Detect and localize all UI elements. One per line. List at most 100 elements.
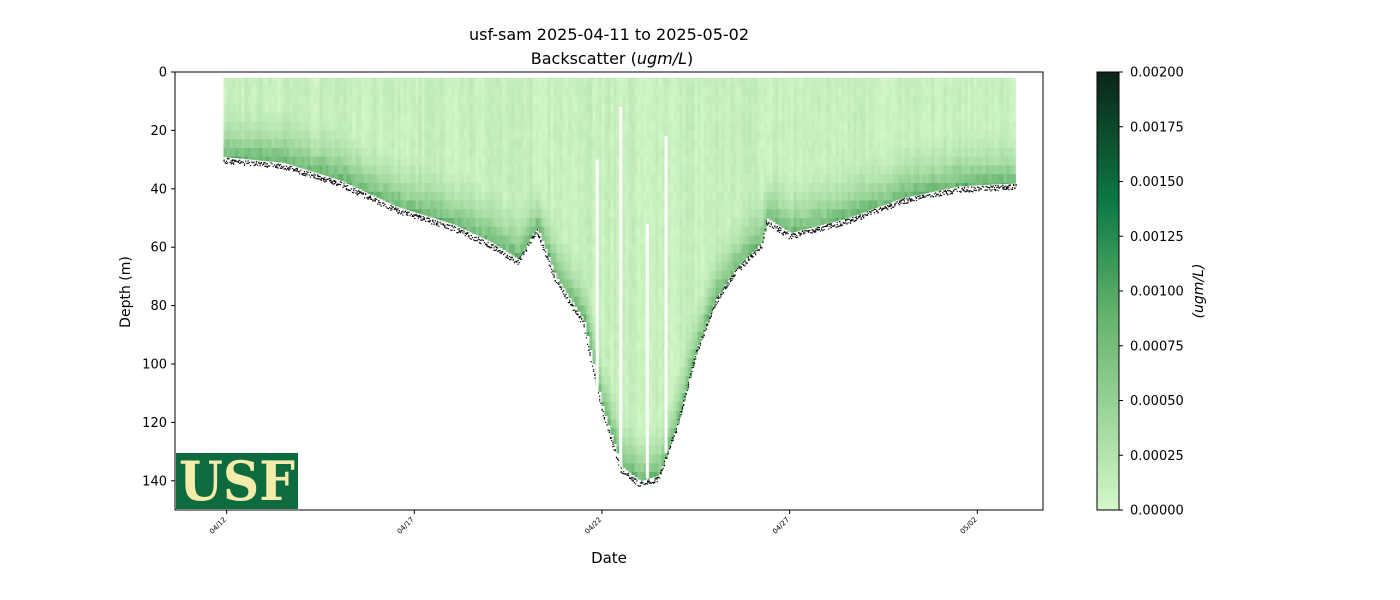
heatmap-cell (649, 375, 653, 385)
heatmap-cell (952, 156, 956, 166)
heatmap-cell (556, 261, 560, 271)
heatmap-cell (700, 130, 704, 140)
heatmap-cell (604, 305, 608, 315)
heatmap-cell (733, 77, 737, 87)
heatmap-cell (643, 200, 647, 210)
heatmap-cell (547, 218, 551, 228)
heatmap-cell (580, 244, 584, 254)
heatmap-cell (613, 182, 617, 193)
heatmap-cell (604, 86, 608, 96)
heatmap-cell (424, 156, 428, 166)
heatmap-cell (760, 209, 764, 219)
heatmap-cell (370, 174, 374, 184)
heatmap-cell (436, 86, 440, 96)
heatmap-cell (685, 340, 689, 350)
heatmap-cell (625, 77, 629, 87)
heatmap-cell (373, 112, 377, 123)
heatmap-cell (907, 156, 911, 166)
heatmap-cell (550, 200, 554, 210)
heatmap-cell (595, 104, 599, 114)
heatmap-cell (538, 191, 542, 201)
heatmap-cell (892, 200, 896, 202)
heatmap-cell (706, 296, 710, 306)
heatmap-cell (274, 112, 278, 123)
heatmap-cell (814, 86, 818, 96)
heatmap-cell (901, 104, 905, 114)
heatmap-cell (646, 182, 650, 193)
heatmap-cell (544, 104, 548, 114)
heatmap-cell (367, 121, 371, 131)
heatmap-cell (592, 253, 596, 263)
heatmap-cell (334, 174, 338, 179)
heatmap-cell (946, 77, 950, 87)
heatmap-cell (295, 147, 299, 158)
heatmap-cell (304, 130, 308, 140)
heatmap-cell (763, 112, 767, 123)
heatmap-cell (583, 130, 587, 140)
heatmap-cell (607, 121, 611, 131)
heatmap-cell (586, 244, 590, 254)
heatmap-cell (712, 104, 716, 114)
heatmap-cell (826, 95, 830, 105)
heatmap-cell (229, 130, 233, 140)
heatmap-cell (433, 104, 437, 114)
heatmap-cell (757, 244, 761, 246)
heatmap-cell (724, 174, 728, 184)
heatmap-cell (784, 209, 788, 219)
heatmap-cell (961, 174, 965, 184)
heatmap-cell (730, 191, 734, 201)
heatmap-cell (670, 340, 674, 350)
heatmap-cell (415, 139, 419, 149)
heatmap-cell (955, 165, 959, 175)
heatmap-cell (490, 112, 494, 123)
heatmap-cell (625, 463, 629, 471)
heatmap-cell (697, 209, 701, 219)
heatmap-cell (508, 130, 512, 140)
heatmap-cell (871, 95, 875, 105)
heatmap-cell (655, 323, 659, 333)
heatmap-cell (592, 323, 596, 333)
heatmap-cell (487, 235, 491, 241)
heatmap-cell (586, 279, 590, 289)
heatmap-cell (841, 209, 845, 219)
heatmap-cell (679, 182, 683, 193)
heatmap-cell (589, 156, 593, 166)
heatmap-cell (265, 77, 269, 87)
heatmap-cell (919, 156, 923, 166)
heatmap-cell (340, 104, 344, 114)
heatmap-cell (553, 86, 557, 96)
heatmap-cell (670, 358, 674, 368)
heatmap-cell (604, 174, 608, 184)
heatmap-cell (373, 165, 377, 175)
heatmap-cell (544, 95, 548, 105)
heatmap-cell (646, 147, 650, 158)
heatmap-cell (643, 174, 647, 184)
heatmap-cell (583, 244, 587, 254)
heatmap-cell (655, 182, 659, 193)
heatmap-cell (670, 253, 674, 263)
heatmap-cell (637, 165, 641, 175)
heatmap-cell (469, 147, 473, 158)
heatmap-cell (922, 86, 926, 96)
heatmap-cell (814, 191, 818, 201)
heatmap-cell (775, 104, 779, 114)
heatmap-cell (550, 253, 554, 263)
heatmap-cell (637, 401, 641, 412)
heatmap-cell (754, 182, 758, 193)
heatmap-cell (628, 112, 632, 123)
heatmap-cell (448, 182, 452, 193)
heatmap-cell (883, 121, 887, 131)
heatmap-cell (433, 191, 437, 201)
heatmap-cell (553, 112, 557, 123)
heatmap-cell (718, 261, 722, 271)
heatmap-cell (553, 182, 557, 193)
heatmap-cell (505, 104, 509, 114)
heatmap-cell (256, 77, 260, 87)
heatmap-cell (550, 130, 554, 140)
heatmap-cell (928, 174, 932, 184)
heatmap-cell (865, 174, 869, 184)
heatmap-cell (247, 147, 251, 158)
heatmap-cell (784, 147, 788, 158)
heatmap-cell (268, 156, 272, 162)
heatmap-cell (598, 112, 602, 123)
